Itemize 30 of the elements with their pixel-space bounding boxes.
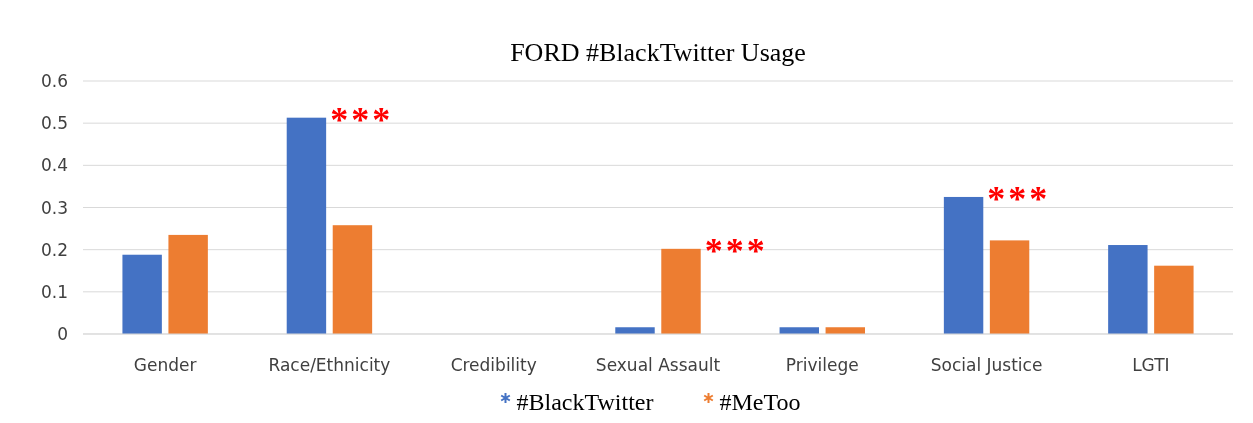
y-tick-label: 0.2 <box>40 239 68 260</box>
y-tick-label: 0.3 <box>40 197 68 218</box>
bar <box>989 240 1030 334</box>
bar <box>122 254 162 334</box>
bar <box>332 225 373 334</box>
x-tick-label: Privilege <box>785 355 859 375</box>
bar <box>1154 265 1194 334</box>
legend-label: #BlackTwitter <box>516 389 654 415</box>
y-tick-label: 0.5 <box>40 113 68 134</box>
x-tick-label: Social Justice <box>930 355 1043 375</box>
x-tick-label: Sexual Assault <box>595 355 721 375</box>
x-tick-label: Credibility <box>450 355 537 375</box>
y-tick-label: 0.4 <box>40 155 68 176</box>
bar <box>615 327 655 334</box>
annotation: *** <box>704 230 768 271</box>
bar <box>661 248 701 334</box>
legend-label: #MeToo <box>719 389 801 415</box>
bar <box>943 196 984 334</box>
x-tick-label: LGTI <box>1132 355 1170 375</box>
y-tick-label: 0.1 <box>40 281 68 302</box>
annotation: *** <box>330 99 394 140</box>
x-tick-label: Gender <box>133 355 197 375</box>
annotation: *** <box>987 178 1051 219</box>
y-tick-label: 0.6 <box>40 71 68 91</box>
bar <box>286 117 327 334</box>
y-tick-label: 0 <box>57 324 68 344</box>
chart-title: FORD #BlackTwitter Usage <box>510 38 806 67</box>
bar <box>1108 245 1148 334</box>
bar <box>168 234 208 334</box>
x-tick-label: Race/Ethnicity <box>268 355 391 375</box>
